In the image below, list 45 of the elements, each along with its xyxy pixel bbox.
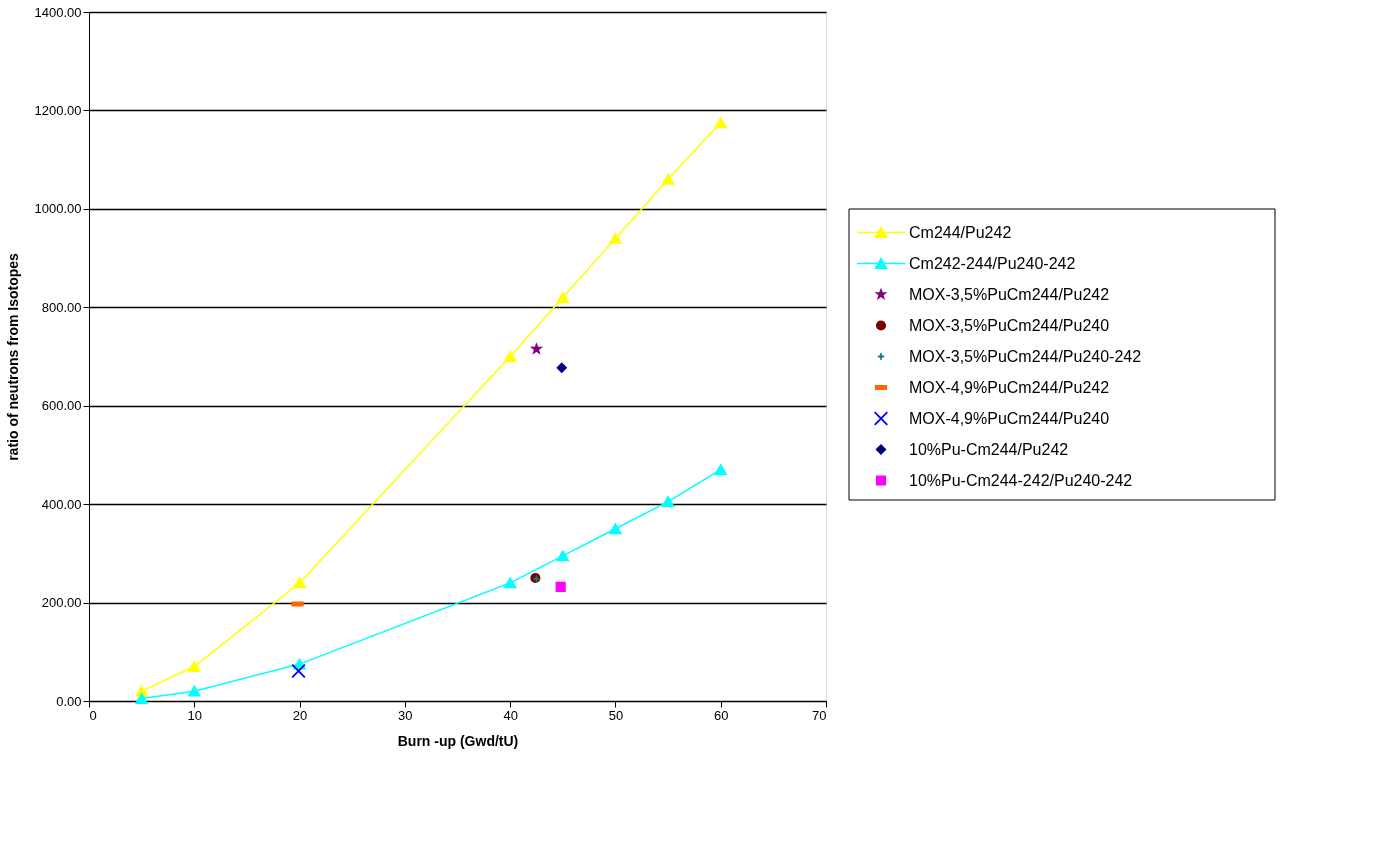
point [609, 523, 622, 535]
x-tick-label: 40 [503, 707, 518, 723]
x-tick-label: 20 [292, 707, 308, 723]
legend-label: Cm242-244/Pu240-242 [909, 254, 1076, 272]
legend-label: Cm244/Pu242 [909, 223, 1012, 241]
legend-label: MOX-4,9%PuCm244/Pu240 [909, 409, 1110, 427]
legend-label: 10%Pu-Cm244/Pu242 [909, 440, 1069, 458]
point [714, 117, 727, 129]
x-axis-title: Burn -up (Gwd/tU) [397, 732, 519, 749]
point [504, 577, 517, 589]
y-tick-label: 0.00 [56, 693, 82, 709]
y-axis-title: ratio of neutrons from Isotopes [4, 252, 21, 461]
y-tick-label: 1000.00 [34, 201, 82, 217]
point [293, 577, 306, 589]
x-tick-label: 10 [187, 707, 203, 723]
x-tick-label: 30 [398, 707, 413, 723]
point [291, 663, 306, 679]
y-tick-label: 1400.00 [34, 4, 82, 20]
point [188, 685, 201, 697]
legend-label: MOX-3,5%PuCm244/Pu240-242 [909, 347, 1142, 365]
y-tick-label: 400.00 [41, 496, 82, 512]
point [531, 343, 542, 354]
legend-label: 10%Pu-Cm244-242/Pu240-242 [909, 471, 1133, 489]
y-tick-label: 600.00 [41, 398, 82, 414]
point [556, 292, 569, 303]
point [661, 496, 675, 508]
y-tick-label: 800.00 [41, 299, 82, 315]
point [504, 351, 517, 362]
x-tick-label: 70 [812, 707, 827, 723]
point [661, 173, 675, 185]
point [188, 661, 201, 672]
legend-label: MOX-3,5%PuCm244/Pu242 [909, 285, 1110, 303]
point [555, 581, 566, 592]
point [556, 362, 567, 373]
y-tick-label: 1200.00 [34, 102, 82, 118]
point [556, 550, 569, 562]
point [135, 693, 148, 704]
legend-label: MOX-3,5%PuCm244/Pu240 [909, 316, 1110, 334]
x-tick-label: 0 [89, 707, 97, 723]
x-tick-label: 50 [608, 707, 624, 723]
point [609, 232, 622, 244]
legend-label: MOX-4,9%PuCm244/Pu242 [909, 378, 1110, 396]
x-tick-label: 60 [713, 707, 729, 723]
y-tick-label: 200.00 [41, 595, 82, 611]
point [714, 464, 727, 476]
